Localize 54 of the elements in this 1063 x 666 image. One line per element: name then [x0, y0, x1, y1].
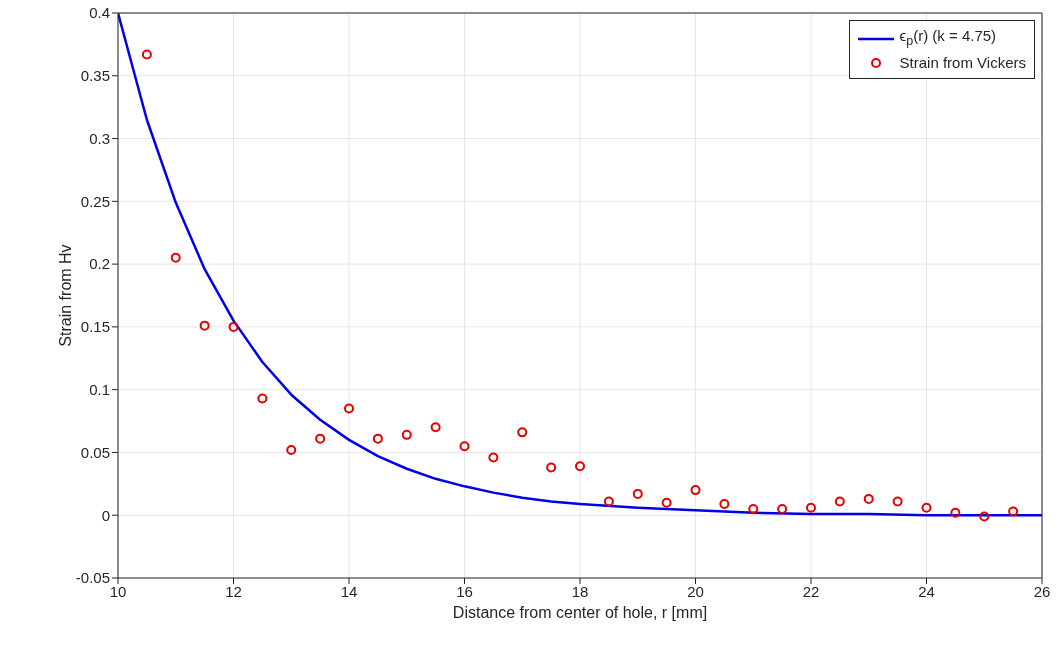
- point: [344, 403, 354, 414]
- point: [979, 511, 990, 522]
- x-tick-label: 14: [340, 582, 358, 600]
- point: [488, 452, 499, 463]
- y-tick-label: 0: [101, 506, 110, 524]
- point: [661, 497, 672, 508]
- x-axis-title: Distance from center of hole, r [mm]: [452, 604, 708, 621]
- legend-label: ϵ$_{p}$(r) (k = 4.75): [899, 26, 997, 50]
- x-tick-label: 22: [802, 582, 820, 600]
- point: [834, 496, 845, 507]
- point: [228, 321, 239, 332]
- y-tick-label: 0.1: [89, 380, 110, 398]
- point: [921, 502, 932, 513]
- y-tick-label: 0.25: [80, 192, 110, 210]
- point: [372, 433, 383, 444]
- x-tick-label: 24: [918, 582, 935, 600]
- point: [603, 496, 614, 507]
- y-axis-title: Strain from Hv: [56, 244, 74, 347]
- point: [170, 252, 181, 263]
- point: [863, 493, 874, 504]
- point: [632, 488, 643, 499]
- x-tick-label: 10: [109, 582, 127, 600]
- legend-label: Strain from Vickers: [899, 53, 1026, 73]
- x-tick-label: 16: [456, 582, 473, 600]
- x-tick-label: 26: [1033, 582, 1051, 600]
- point: [748, 503, 759, 514]
- y-tick-label: 0.35: [80, 67, 110, 85]
- point: [286, 444, 297, 455]
- y-tick-label: 0.05: [80, 443, 110, 461]
- point: [806, 502, 816, 513]
- point: [315, 433, 326, 444]
- x-tick-label: 20: [687, 582, 704, 600]
- point: [690, 485, 701, 496]
- point: [546, 462, 557, 473]
- point: [950, 507, 961, 518]
- y-tick-label: 0.4: [89, 4, 110, 22]
- point: [401, 429, 412, 440]
- point: [257, 393, 268, 404]
- point: [199, 320, 210, 331]
- point: [575, 461, 585, 472]
- y-tick-label: 0.15: [80, 318, 110, 336]
- point: [430, 422, 441, 433]
- point: [459, 441, 470, 452]
- y-tick-label: -0.05: [75, 569, 110, 587]
- y-tick-label: 0.3: [89, 129, 110, 147]
- point: [141, 49, 152, 60]
- point: [892, 496, 903, 507]
- point: [777, 503, 788, 514]
- x-tick-label: 18: [571, 582, 589, 600]
- x-tick-label: 12: [225, 582, 242, 600]
- point: [517, 427, 528, 438]
- point: [719, 498, 730, 509]
- y-tick-label: 0.2: [89, 255, 110, 273]
- point: [1008, 506, 1019, 517]
